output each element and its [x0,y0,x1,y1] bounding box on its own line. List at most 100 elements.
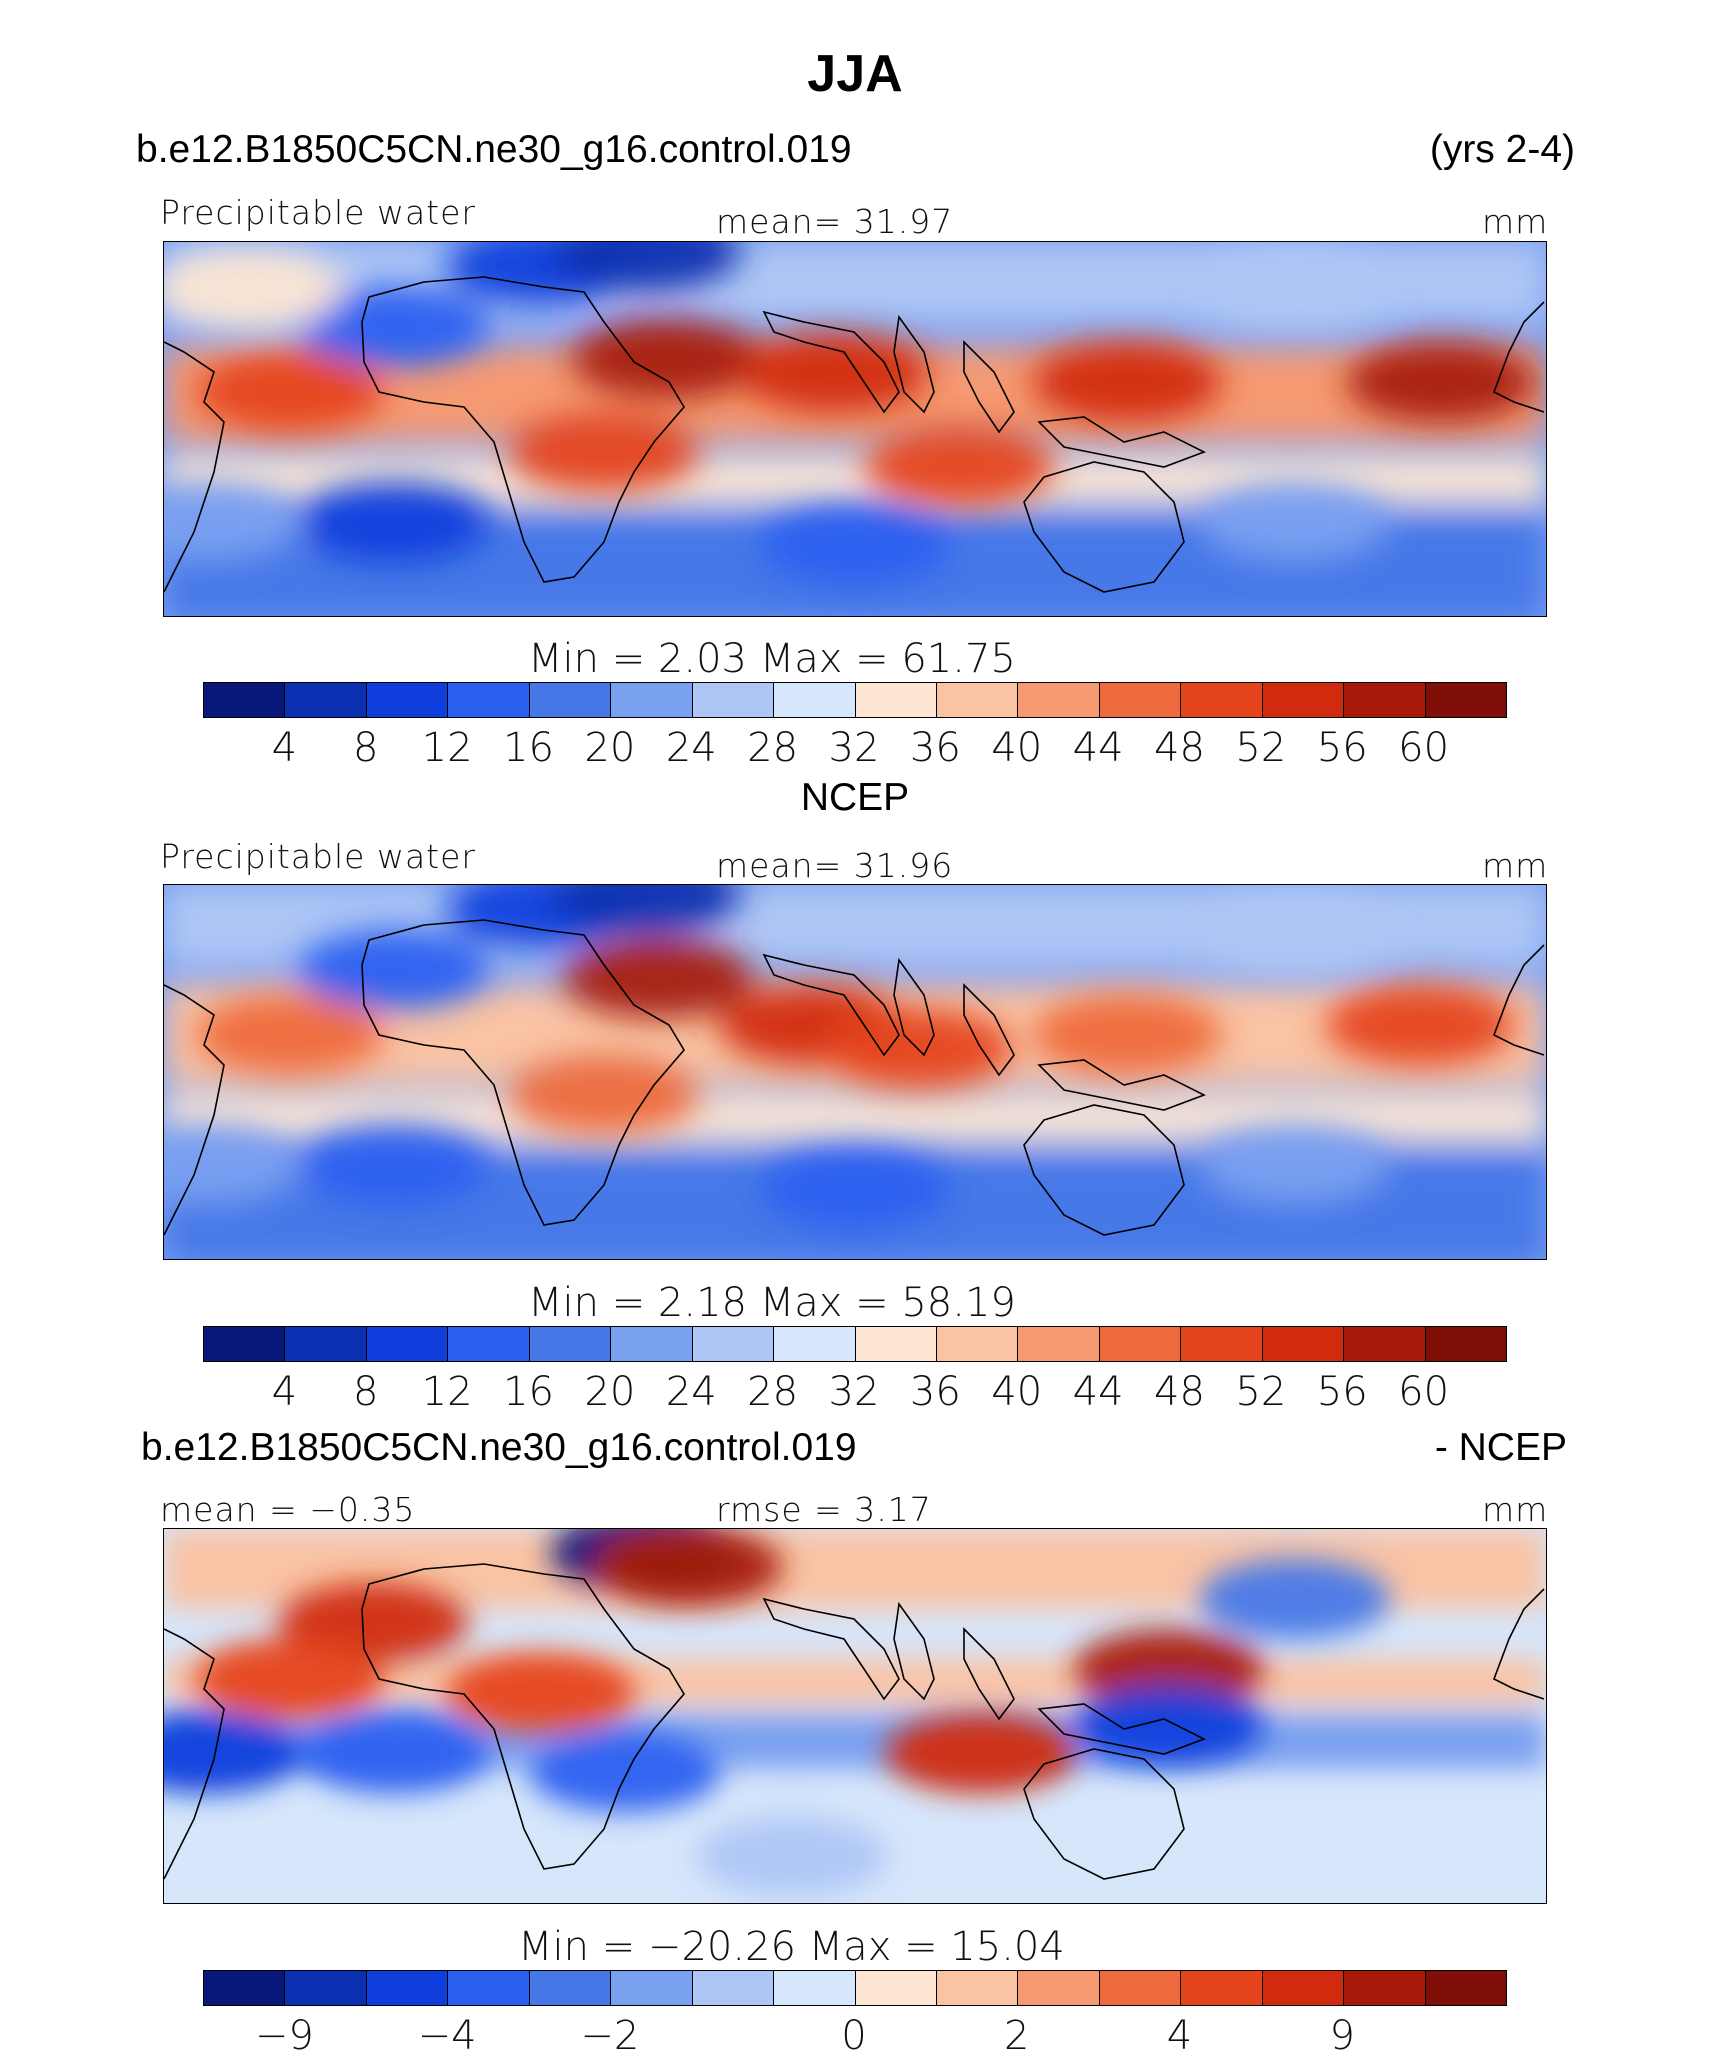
field-blob [529,1732,720,1813]
panel3-minus-ncep: - NCEP [1434,1426,1567,1469]
panel3-units: mm [1482,1490,1549,1529]
colorbar-cell [1262,683,1345,717]
field-blob [1199,482,1390,563]
field-blob [760,505,950,586]
field-blob [563,938,754,1019]
colorbar-cell [936,1971,1019,2005]
colorbar-cell [611,1327,693,1361]
field-blob [550,885,741,935]
field-blob [550,242,741,292]
colorbar-cell [1099,1327,1182,1361]
colorbar-tick-label: 28 [747,725,799,771]
field-band-itcz [164,1659,1546,1704]
colorbar-tick-label: 60 [1398,725,1450,771]
field-blob [194,1638,385,1719]
field-blob [1074,1629,1265,1710]
field-blob [299,1713,490,1794]
field-blob [885,1713,1076,1794]
colorbar-tick-label: 4 [271,1369,298,1415]
field-blob [697,1816,888,1897]
panel1-variable-label: Precipitable water [160,193,476,232]
panel1-units: mm [1482,202,1549,241]
colorbar-cell [1181,1971,1263,2005]
colorbar-cell [774,683,856,717]
colorbar-tick-label: 9 [1329,2013,1355,2059]
colorbar-tick-label: 52 [1235,1369,1287,1415]
colorbar-tick-label: 40 [991,725,1043,771]
field-blob [194,351,385,432]
colorbar-tick-label: 32 [828,725,880,771]
field-blob [1074,1685,1265,1766]
colorbar-cell [936,683,1019,717]
field-blob [592,1529,783,1607]
colorbar-tick-label: −9 [254,2013,314,2059]
colorbar-cell [1018,1327,1100,1361]
colorbar-tick-label: 12 [421,725,473,771]
colorbar-cell [1344,1327,1426,1361]
coastlines [164,919,1545,1236]
colorbar-cell [366,1327,449,1361]
field-blob [299,1125,490,1206]
field-blob [164,482,301,563]
panel3-map [163,1528,1547,1904]
colorbar-cell [611,683,693,717]
colorbar-tick-label: 52 [1235,725,1287,771]
panel2-minmax: Min = 2.18 Max = 58.19 [528,1280,1016,1326]
colorbar-cell [1262,1327,1345,1361]
colorbar-tick-label: 44 [1072,725,1124,771]
panel1-minmax: Min = 2.03 Max = 61.75 [528,636,1016,682]
colorbar-cell [611,1971,693,2005]
panel3-map-plot [164,1529,1546,1903]
colorbar-cell [204,683,286,717]
coastlines [164,1563,1545,1880]
colorbar-cell [204,1327,286,1361]
panel3-colorbar [203,1970,1507,2006]
panel3-case-name: b.e12.B1850C5CN.ne30_g16.control.019 [141,1426,857,1469]
panel2-colorbar [203,1326,1507,1362]
colorbar-tick-label: 4 [271,725,298,771]
panel3-rmse-label: rmse = 3.17 [716,1490,932,1529]
panel2-units: mm [1482,846,1549,885]
colorbar-tick-label: 60 [1398,1369,1450,1415]
colorbar-cell [855,1327,937,1361]
colorbar-cell [936,1327,1019,1361]
colorbar-cell [1018,683,1100,717]
colorbar-cell [1425,1971,1506,2005]
colorbar-cell [204,1971,286,2005]
field-blob [194,994,385,1075]
colorbar-cell [448,683,530,717]
colorbar-tick-label: 24 [665,1369,717,1415]
figure-title: JJA [807,45,903,103]
field-blob [1199,1125,1390,1206]
coastlines [164,276,1545,593]
colorbar-cell [1099,1971,1182,2005]
field-blob [164,248,343,329]
field-blob [739,332,930,413]
colorbar-tick-label: 44 [1072,1369,1124,1415]
field-blob [164,1125,301,1206]
colorbar-cell [1099,683,1182,717]
colorbar-tick-label: −2 [580,2013,640,2059]
colorbar-tick-label: 20 [584,725,636,771]
field-blob [299,482,490,563]
colorbar-cell [692,1971,775,2005]
colorbar-cell [855,1971,937,2005]
colorbar-cell [285,1971,367,2005]
colorbar-cell [366,683,449,717]
colorbar-tick-label: 56 [1316,1369,1368,1415]
panel1-map-plot [164,242,1546,616]
colorbar-cell [855,683,937,717]
field-blob [1199,891,1390,972]
colorbar-tick-label: 36 [909,1369,961,1415]
colorbar-cell [1262,1971,1345,2005]
colorbar-cell [1425,683,1506,717]
colorbar-cell [774,1971,856,2005]
panel3-minmax: Min = −20.26 Max = 15.04 [518,1924,1065,1970]
colorbar-tick-label: −4 [417,2013,477,2059]
field-blob [1032,994,1223,1075]
colorbar-cell [774,1327,856,1361]
field-blob [1325,985,1516,1066]
panel2-map-plot [164,885,1546,1259]
panel1-years: (yrs 2-4) [1429,128,1575,171]
field-blob [571,318,762,399]
